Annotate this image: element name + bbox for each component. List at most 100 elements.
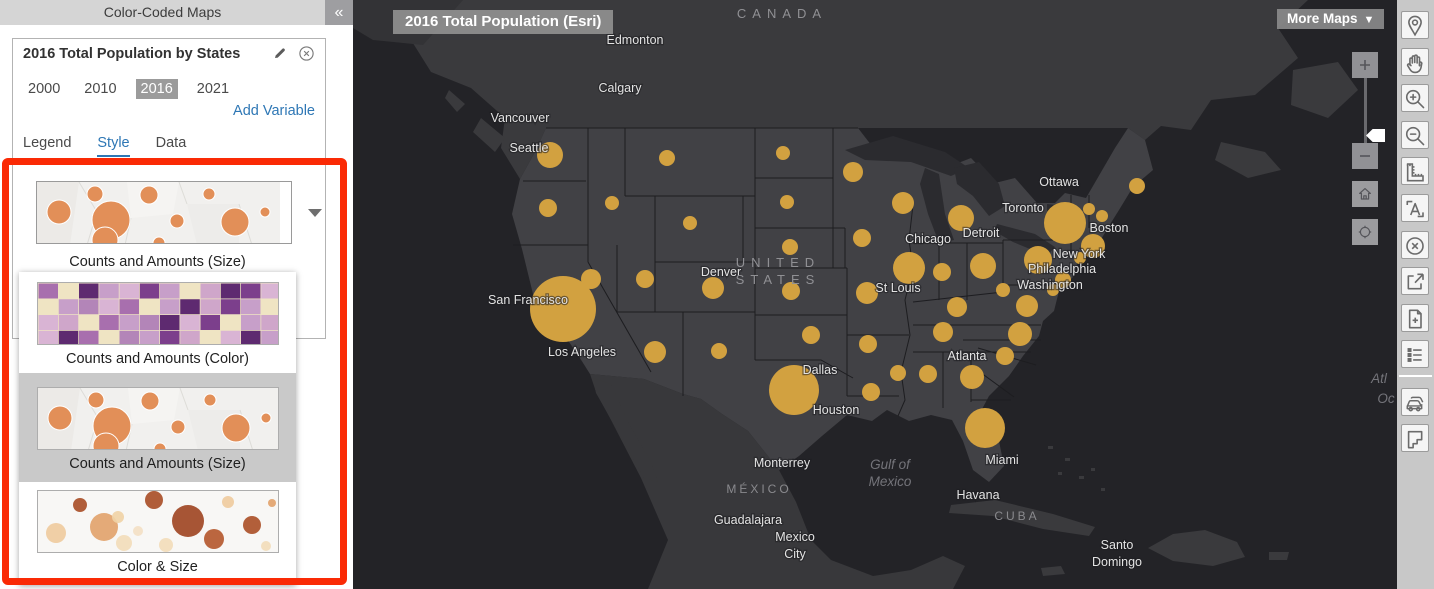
zoom-out-tool-button[interactable] — [1401, 121, 1429, 149]
population-bubble-PA[interactable] — [1024, 246, 1052, 274]
locate-button[interactable] — [1352, 219, 1378, 245]
population-bubble-AZ[interactable] — [644, 341, 666, 363]
year-selector: 2000 2010 2016 2021 — [23, 79, 234, 99]
map-label: Philadelphia — [1028, 262, 1096, 276]
population-bubble-GA[interactable] — [960, 365, 984, 389]
bullet-list-icon — [1403, 343, 1427, 367]
home-button[interactable] — [1352, 181, 1378, 207]
population-bubble-UT[interactable] — [636, 270, 654, 288]
style-option-color-size[interactable]: Color & Size — [19, 482, 296, 581]
population-bubble-IA[interactable] — [853, 229, 871, 247]
zoom-in-button[interactable] — [1352, 52, 1378, 78]
population-bubble-KY[interactable] — [947, 297, 967, 317]
population-bubble-WA[interactable] — [537, 142, 563, 168]
population-bubble-WY[interactable] — [683, 216, 697, 230]
population-bubble-NM[interactable] — [711, 343, 727, 359]
map-canvas[interactable]: Edmonton Calgary Vancouver Seattle San Franc… — [353, 0, 1434, 589]
map-label: Houston — [813, 403, 860, 417]
drive-time-button[interactable] — [1401, 388, 1429, 416]
zoom-in-tool-button[interactable] — [1401, 84, 1429, 112]
population-bubble-ID[interactable] — [605, 196, 619, 210]
tab-data[interactable]: Data — [155, 135, 187, 151]
population-bubble-ND[interactable] — [776, 146, 790, 160]
zoom-out-button[interactable] — [1352, 143, 1378, 169]
population-bubble-NH[interactable] — [1096, 210, 1108, 222]
population-bubble-MS[interactable] — [890, 365, 906, 381]
measure-tool-button[interactable] — [1401, 157, 1429, 185]
population-bubble-CO[interactable] — [702, 277, 724, 299]
population-bubble-MN[interactable] — [843, 162, 863, 182]
population-bubble-NJ[interactable] — [1055, 272, 1071, 288]
population-bubble-NY[interactable] — [1044, 202, 1086, 244]
population-bubble-ME[interactable] — [1129, 178, 1145, 194]
population-bubble-MO[interactable] — [856, 282, 878, 304]
population-bubble-WV[interactable] — [996, 283, 1010, 297]
population-bubble-MA[interactable] — [1081, 234, 1105, 258]
population-bubble-MI[interactable] — [948, 205, 974, 231]
population-bubble-TX[interactable] — [769, 365, 819, 415]
card-tabs: Legend Style Data — [23, 135, 186, 157]
add-variable-link[interactable]: Add Variable — [233, 103, 315, 119]
population-bubble-AR[interactable] — [859, 335, 877, 353]
population-bubble-LA[interactable] — [862, 383, 880, 401]
tab-legend[interactable]: Legend — [23, 135, 72, 151]
map-label: Santo Domingo — [1092, 538, 1142, 569]
population-bubble-KS[interactable] — [782, 282, 800, 300]
cuba-island — [949, 500, 1095, 536]
population-bubble-MD[interactable] — [1047, 284, 1059, 296]
more-maps-button[interactable]: More Maps ▼ — [1277, 9, 1385, 29]
crosshair-icon — [1356, 223, 1374, 241]
tab-style[interactable]: Style — [97, 135, 130, 157]
map-label: Toronto — [1002, 201, 1044, 215]
population-bubble-NV[interactable] — [581, 269, 601, 289]
population-bubble-CT[interactable] — [1074, 252, 1086, 264]
share-tool-button[interactable] — [1401, 267, 1429, 295]
canada-landmass — [353, 0, 1308, 179]
caret-down-icon: ▼ — [1363, 14, 1375, 26]
population-bubble-SC[interactable] — [996, 347, 1014, 365]
edit-variable-button[interactable] — [271, 45, 289, 63]
population-bubble-VT[interactable] — [1083, 203, 1095, 215]
population-bubble-MT[interactable] — [659, 150, 675, 166]
pan-tool-button[interactable] — [1401, 48, 1429, 76]
population-bubble-SD[interactable] — [780, 195, 794, 209]
population-bubble-FL[interactable] — [965, 408, 1005, 448]
clear-tool-button[interactable] — [1401, 231, 1429, 259]
population-bubble-VA[interactable] — [1016, 295, 1038, 317]
map-label: Guadalajara — [714, 513, 782, 527]
population-bubble-OH[interactable] — [970, 253, 996, 279]
remove-variable-button[interactable] — [297, 45, 315, 63]
style-option-counts-color[interactable]: Counts and Amounts (Color) — [19, 274, 296, 373]
population-bubble-OR[interactable] — [539, 199, 557, 217]
pin-tool-button[interactable] — [1401, 11, 1429, 39]
toolbar-divider — [1399, 375, 1432, 377]
label-tool-button[interactable] — [1401, 194, 1429, 222]
population-bubble-WI[interactable] — [892, 192, 914, 214]
style-dropdown[interactable] — [36, 181, 322, 244]
year-option-2016[interactable]: 2016 — [135, 79, 178, 99]
style-option-counts-size[interactable]: Counts and Amounts (Size) — [19, 373, 296, 482]
population-bubble-AL[interactable] — [919, 365, 937, 383]
population-bubble-CA[interactable] — [530, 276, 596, 342]
year-option-2000[interactable]: 2000 — [28, 81, 61, 97]
population-bubble-IL[interactable] — [893, 252, 925, 284]
style-option-thumbnail — [36, 282, 279, 345]
map-label: CUBA — [994, 509, 1039, 523]
location-pin-icon — [1403, 14, 1427, 38]
export-pdf-button[interactable] — [1401, 304, 1429, 332]
zoom-slider-track[interactable] — [1364, 78, 1367, 143]
population-bubble-OK[interactable] — [802, 326, 820, 344]
legend-list-button[interactable] — [1401, 340, 1429, 368]
population-bubble-NE[interactable] — [782, 239, 798, 255]
population-bubble-NC[interactable] — [1008, 322, 1032, 346]
map-label: Los Angeles — [548, 345, 616, 359]
map-label: Atlanta — [948, 349, 987, 363]
map-label: San Francisco — [488, 293, 568, 307]
zoom-slider-handle[interactable] — [1366, 129, 1385, 142]
population-bubble-IN[interactable] — [933, 263, 951, 281]
year-option-2010[interactable]: 2010 — [84, 81, 117, 97]
year-option-2021[interactable]: 2021 — [196, 81, 230, 97]
notes-button[interactable] — [1401, 424, 1429, 452]
collapse-panel-button[interactable]: « — [325, 0, 353, 25]
population-bubble-TN[interactable] — [933, 322, 953, 342]
